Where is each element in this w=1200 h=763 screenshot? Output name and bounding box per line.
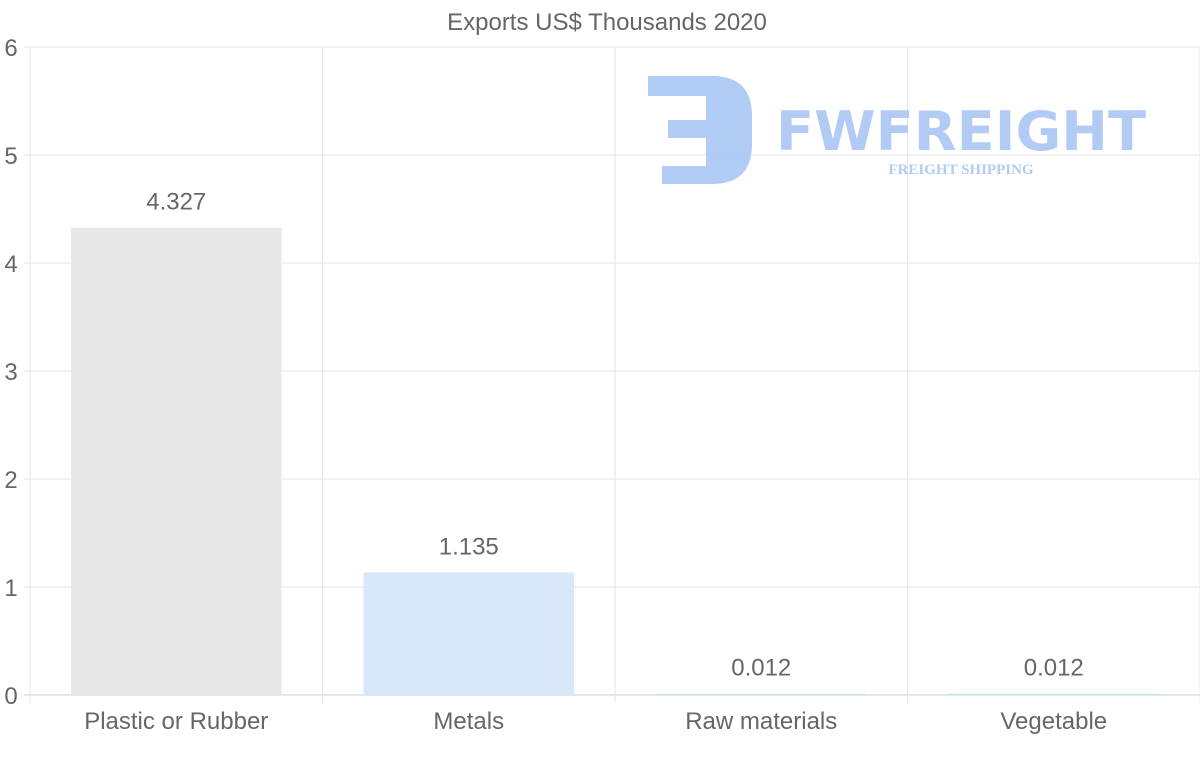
bar[interactable]: [655, 693, 867, 695]
x-tick-label: Raw materials: [685, 708, 837, 735]
bar-value-label: 0.012: [1024, 655, 1084, 682]
bar-value-label: 4.327: [146, 189, 206, 216]
bar[interactable]: [70, 227, 282, 695]
x-tick-label: Plastic or Rubber: [84, 708, 268, 735]
chart-title: Exports US$ Thousands 2020: [447, 9, 767, 36]
y-tick-label: 5: [4, 143, 17, 170]
y-tick-label: 4: [4, 251, 17, 278]
watermark-brand: FWFREIGHT: [776, 100, 1146, 163]
watermark-tagline: FREIGHT SHIPPING: [888, 162, 1033, 178]
y-tick-label: 3: [4, 359, 17, 386]
y-tick-label: 1: [4, 575, 17, 602]
fwfreight-logo-icon: [648, 76, 752, 184]
bar[interactable]: [363, 572, 575, 695]
watermark-logo: FWFREIGHT FREIGHT SHIPPING: [648, 76, 1146, 184]
y-axis: 0 1 2 3 4 5 6: [4, 35, 17, 710]
y-tick-label: 6: [4, 35, 17, 62]
x-tick-label: Metals: [433, 708, 504, 735]
y-tick-label: 0: [4, 683, 17, 710]
x-axis: Plastic or Rubber Metals Raw materials Vege…: [84, 708, 1107, 735]
bar[interactable]: [948, 693, 1160, 695]
bar-value-label: 0.012: [731, 655, 791, 682]
y-tick-label: 2: [4, 467, 17, 494]
bars: [70, 227, 1160, 695]
x-tick-label: Vegetable: [1000, 708, 1107, 735]
value-labels: 4.327 1.135 0.012 0.012: [146, 189, 1084, 682]
bar-value-label: 1.135: [439, 533, 499, 560]
